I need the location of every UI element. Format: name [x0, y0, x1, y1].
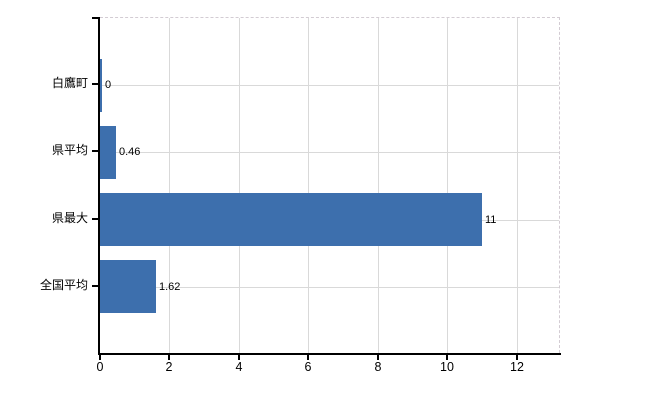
x-axis-tick — [238, 355, 240, 360]
gridline-vertical — [239, 18, 240, 353]
gridline-horizontal — [100, 152, 559, 153]
gridline-vertical — [308, 18, 309, 353]
gridline-horizontal — [100, 85, 559, 86]
x-axis-tick-label: 6 — [304, 360, 312, 374]
y-axis-tick — [92, 83, 99, 85]
bar — [100, 59, 102, 112]
category-label: 県平均 — [51, 143, 88, 157]
bar-value-label: 11 — [485, 214, 497, 226]
x-axis-line — [98, 353, 561, 355]
y-axis-tick — [92, 150, 99, 152]
gridline-vertical — [169, 18, 170, 353]
bar-value-label: 0 — [105, 79, 112, 91]
x-axis-tick-label: 8 — [374, 360, 382, 374]
gridline-vertical — [378, 18, 379, 353]
x-axis-tick — [307, 355, 309, 360]
x-axis-tick — [99, 355, 101, 360]
category-label: 全国平均 — [39, 278, 88, 292]
x-axis-tick — [168, 355, 170, 360]
y-axis-tick — [92, 285, 99, 287]
x-axis-tick-label: 4 — [235, 360, 243, 374]
gridline-vertical — [517, 18, 518, 353]
y-axis-line — [98, 17, 100, 355]
x-axis-tick-label: 2 — [165, 360, 173, 374]
bar — [100, 126, 116, 179]
category-label: 白鷹町 — [51, 76, 88, 90]
gridline-vertical — [447, 18, 448, 353]
y-axis-top-tick — [92, 17, 99, 19]
category-label: 県最大 — [51, 211, 88, 225]
gridline-horizontal — [100, 287, 559, 288]
x-axis-tick — [377, 355, 379, 360]
x-axis-tick — [516, 355, 518, 360]
plot-area: 0 0.46 11 1.62 — [100, 17, 560, 353]
x-axis-tick-label: 10 — [440, 360, 454, 374]
y-axis-tick — [92, 218, 99, 220]
x-axis-tick — [446, 355, 448, 360]
bar-value-label: 0.46 — [119, 146, 141, 158]
bar — [100, 260, 156, 313]
x-axis-tick-label: 0 — [96, 360, 104, 374]
bar-value-label: 1.62 — [159, 281, 181, 293]
x-axis-tick-label: 12 — [510, 360, 524, 374]
bar — [100, 193, 482, 246]
